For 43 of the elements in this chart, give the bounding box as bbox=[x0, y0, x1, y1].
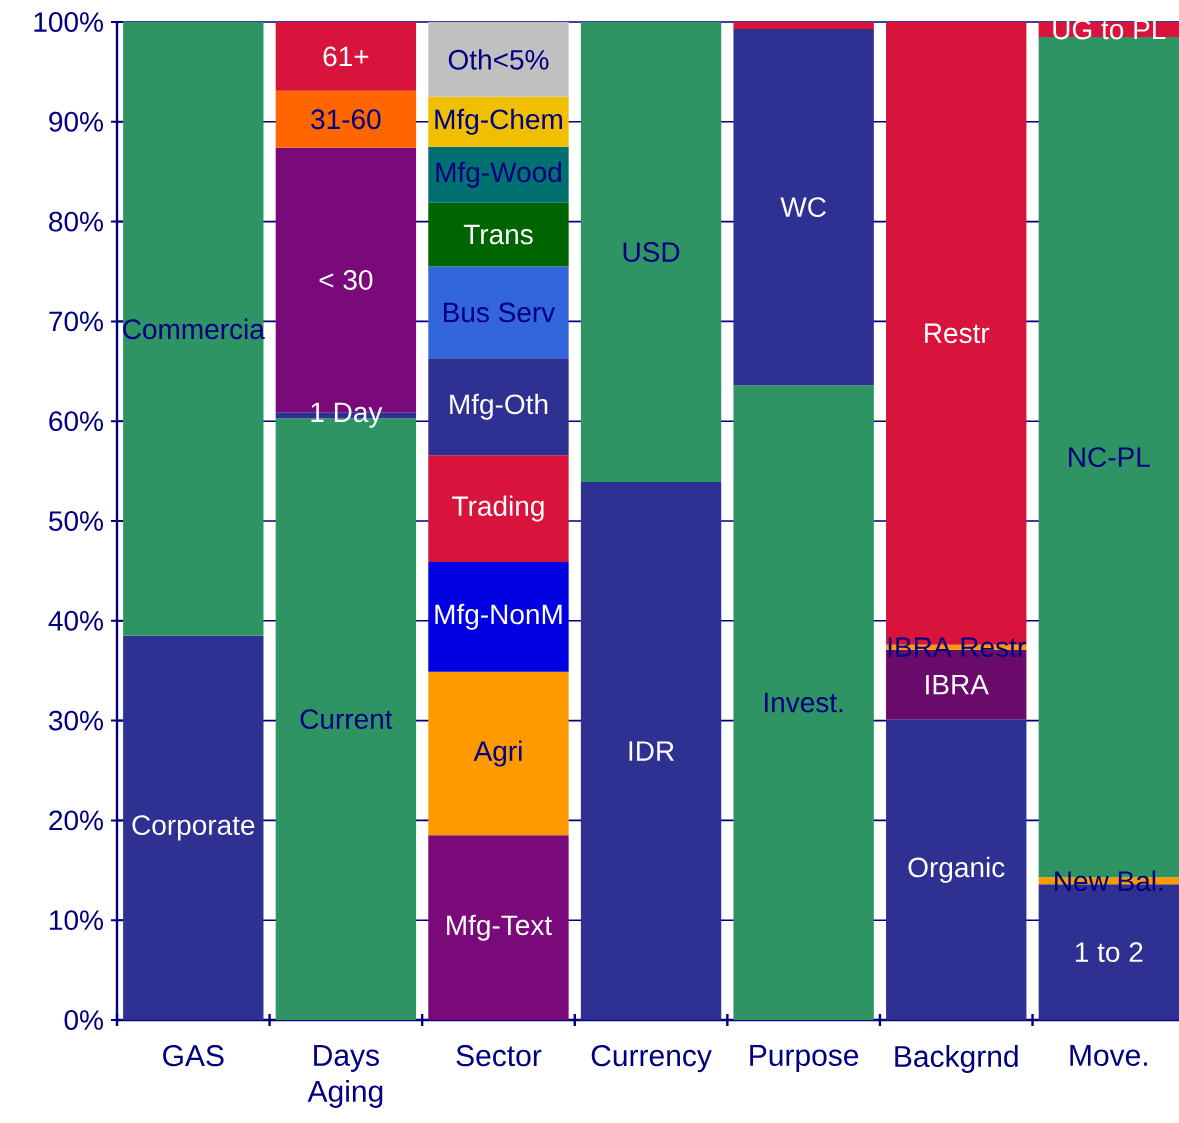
series-label: 1 to 2 bbox=[1075, 942, 1143, 963]
series-label: Oth<5% bbox=[448, 49, 549, 70]
series-label: Mfg-Chem bbox=[435, 108, 562, 135]
x-tick-label: Move. bbox=[1070, 1045, 1147, 1066]
series-label: NC-PL bbox=[1069, 447, 1150, 468]
y-tick-label: 50% bbox=[49, 511, 103, 531]
series-label: Invest. bbox=[765, 692, 843, 713]
series-label: USD bbox=[623, 242, 680, 262]
series-label: Mfg-Text bbox=[447, 914, 552, 941]
series-label: Trans bbox=[463, 224, 533, 245]
series-label: Organic bbox=[908, 856, 1005, 883]
series-label: Mfg-NonM bbox=[435, 603, 562, 630]
y-tick-label: 40% bbox=[48, 610, 103, 631]
series-label: IBRA bbox=[926, 675, 989, 695]
series-label: Mfg-Wood bbox=[436, 161, 561, 188]
x-tick-label: Backgrnd bbox=[895, 1045, 1018, 1073]
y-tick-label: 60% bbox=[49, 411, 103, 432]
x-tick-label: GAS bbox=[163, 1045, 224, 1067]
series-label: Bus Serv bbox=[443, 302, 556, 323]
x-tick-label: Currency bbox=[591, 1045, 712, 1073]
y-tick-label: 20% bbox=[49, 810, 103, 831]
series-label: 1 Day bbox=[311, 402, 383, 428]
series-label: Restr bbox=[925, 323, 990, 344]
series-label: Corporate bbox=[132, 815, 255, 841]
series-label: Agri bbox=[473, 740, 522, 767]
series-label: 31-60 bbox=[311, 109, 381, 130]
x-tick-label: Purpose bbox=[750, 1045, 859, 1072]
y-tick-label: 70% bbox=[49, 311, 103, 332]
y-tick-label: 10% bbox=[50, 910, 103, 931]
y-tick-label: 80% bbox=[49, 211, 103, 232]
series-label: Current bbox=[300, 709, 393, 730]
series-label: Mfg-Oth bbox=[450, 393, 548, 420]
x-tick-label: Days Aging bbox=[307, 1045, 383, 1108]
series-label: IDR bbox=[629, 741, 674, 761]
y-tick-label: 30% bbox=[48, 710, 103, 731]
y-tick-label: 100% bbox=[34, 12, 103, 32]
y-tick-label: 90% bbox=[49, 111, 103, 132]
x-tick-label: Sector bbox=[456, 1045, 542, 1067]
series-label: 61+ bbox=[323, 46, 369, 67]
series-label: < 30 bbox=[319, 270, 373, 290]
series-label: Trading bbox=[452, 495, 544, 522]
y-tick-label: 0% bbox=[64, 1010, 103, 1030]
series-label: WC bbox=[780, 197, 826, 218]
